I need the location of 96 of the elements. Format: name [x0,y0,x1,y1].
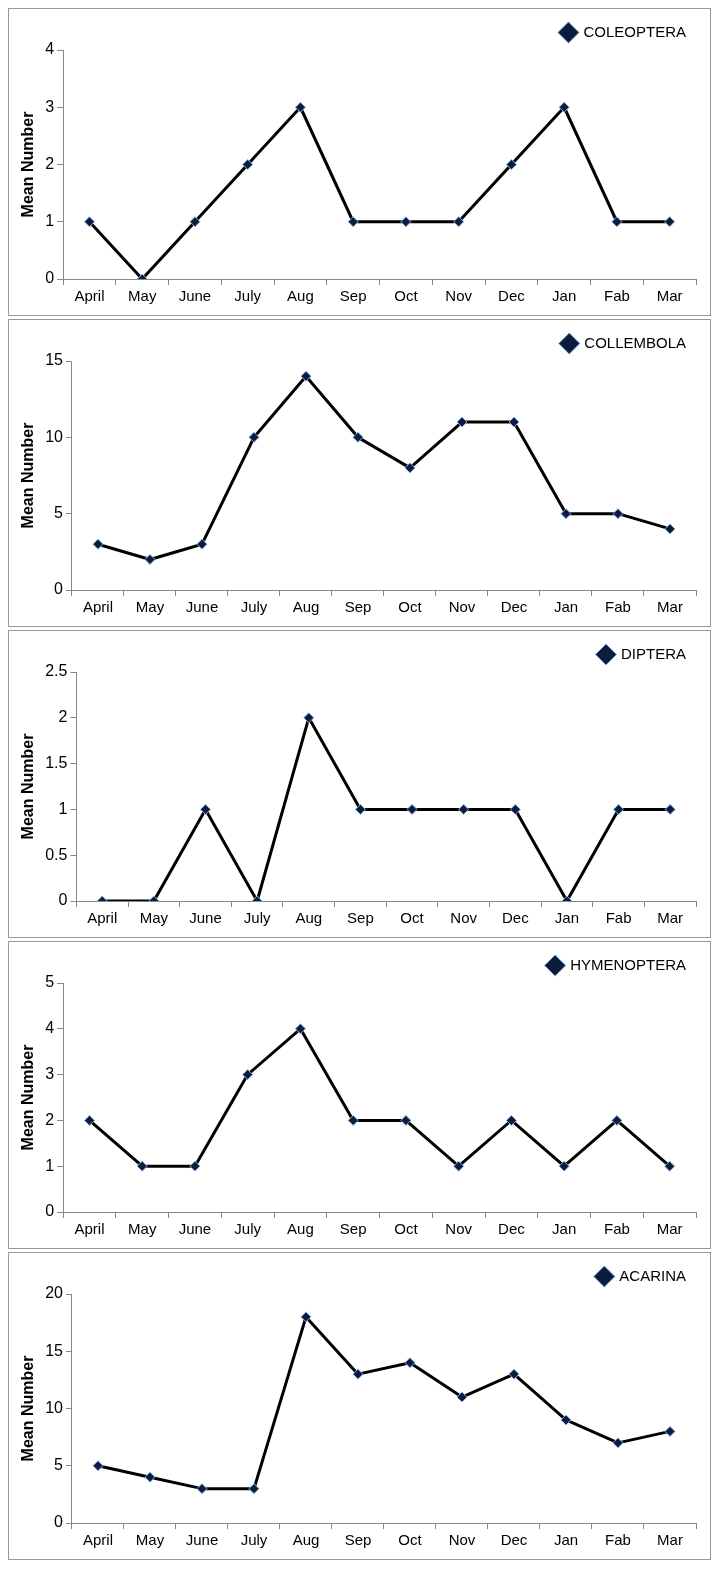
x-tick-label: Mar [656,1220,683,1238]
x-tick-label: May [135,1531,165,1549]
y-tick-label: 3 [45,1065,55,1083]
y-tick-label: 0.5 [45,845,68,863]
y-tick-label: 2 [58,708,68,726]
legend-label: ACARINA [619,1266,687,1284]
y-tick-label: 1 [45,212,55,230]
x-tick-label: Dec [498,287,526,305]
x-tick-label: Dec [498,1220,526,1238]
y-tick-label: 4 [45,1019,55,1037]
x-tick-label: Oct [394,1220,419,1238]
x-tick-label: July [243,909,271,927]
x-tick-label: May [139,909,169,927]
x-tick-label: Nov [448,598,476,616]
y-tick-label: 10 [45,1398,64,1416]
y-tick-label: 10 [45,427,64,445]
x-tick-label: Sep [344,598,372,616]
y-tick-label: 0 [54,1513,64,1531]
y-tick-label: 5 [54,504,64,522]
x-tick-label: June [185,1531,219,1549]
y-tick-label: 1 [45,1156,55,1174]
y-tick-label: 1.5 [45,754,68,772]
x-tick-label: Fab [605,909,632,927]
x-tick-label: Jan [553,598,579,616]
x-tick-label: April [74,1220,105,1238]
y-tick-label: 3 [45,97,55,115]
y-tick-label: 0 [58,891,68,909]
y-axis-title: Mean Number [19,422,37,529]
x-tick-label: April [82,598,113,616]
x-tick-label: Fab [603,287,630,305]
x-tick-label: Mar [656,287,683,305]
x-tick-label: Aug [295,909,323,927]
x-tick-label: July [234,1220,262,1238]
x-tick-label: June [185,598,219,616]
x-tick-label: Dec [500,1531,528,1549]
y-tick-label: 15 [45,1341,64,1359]
x-tick-label: Jan [552,1220,577,1238]
x-tick-label: Dec [500,598,528,616]
x-tick-label: Dec [501,909,530,927]
y-tick-label: 4 [45,40,55,58]
x-tick-label: Jan [553,1531,579,1549]
x-tick-label: Sep [347,909,374,927]
x-tick-label: Fab [603,1220,630,1238]
x-tick-label: Oct [400,909,425,927]
x-tick-label: Aug [287,1220,314,1238]
x-tick-label: June [189,909,222,927]
legend-label: COLEOPTERA [583,22,687,40]
y-axis-title: Mean Number [19,1355,37,1462]
legend-label: COLLEMBOLA [584,333,687,351]
x-tick-label: Aug [287,287,314,305]
x-tick-label: April [74,287,105,305]
x-tick-label: Aug [292,1531,320,1549]
y-tick-label: 15 [45,351,64,369]
x-tick-label: Mar [657,1531,683,1549]
x-tick-label: Oct [398,598,423,616]
x-tick-label: Mar [657,909,684,927]
x-tick-label: Aug [292,598,320,616]
x-tick-label: June [178,287,212,305]
x-tick-label: May [128,1220,157,1238]
x-tick-label: April [87,909,118,927]
y-tick-label: 2 [45,1110,55,1128]
y-tick-label: 5 [54,1456,64,1474]
y-tick-label: 1 [58,799,68,817]
x-tick-label: May [135,598,165,616]
y-axis-title: Mean Number [19,111,37,218]
x-tick-label: Fab [605,1531,631,1549]
x-tick-label: Fab [605,598,631,616]
x-tick-label: Sep [339,287,367,305]
legend-label: HYMENOPTERA [570,955,687,973]
y-tick-label: 2 [45,154,55,172]
x-tick-label: Nov [450,909,478,927]
x-tick-label: Sep [344,1531,372,1549]
x-tick-label: Nov [445,287,473,305]
y-tick-label: 2.5 [45,662,68,680]
x-tick-label: May [128,287,157,305]
y-tick-label: 0 [45,1202,55,1220]
x-tick-label: Mar [657,598,683,616]
y-tick-label: 0 [54,580,64,598]
y-tick-label: 20 [45,1284,64,1302]
x-tick-label: June [178,1220,212,1238]
x-tick-label: Nov [448,1531,476,1549]
x-tick-label: Jan [552,287,577,305]
y-tick-label: 5 [45,973,55,991]
legend-label: DIPTERA [620,644,687,662]
x-tick-label: April [82,1531,113,1549]
x-tick-label: Nov [445,1220,473,1238]
x-tick-label: July [234,287,262,305]
y-tick-label: 0 [45,269,55,287]
y-axis-title: Mean Number [19,1044,37,1151]
x-tick-label: Oct [398,1531,423,1549]
x-tick-label: July [240,1531,268,1549]
x-tick-label: Sep [339,1220,367,1238]
x-tick-label: Oct [394,287,419,305]
x-tick-label: July [240,598,268,616]
y-axis-title: Mean Number [19,733,37,840]
x-tick-label: Jan [554,909,580,927]
